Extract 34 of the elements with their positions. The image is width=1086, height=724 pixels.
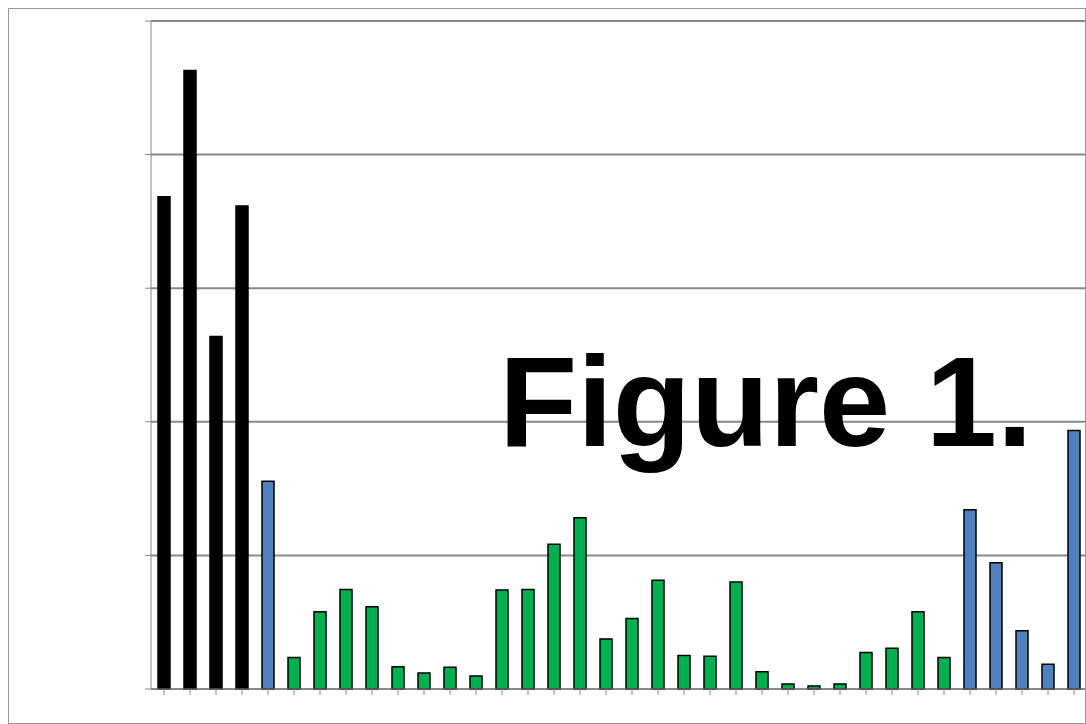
bar [911, 610, 925, 690]
bar [495, 589, 509, 690]
bar [339, 588, 353, 690]
bar [729, 581, 743, 690]
bar [209, 335, 223, 690]
bar [963, 508, 977, 690]
bar [1041, 663, 1055, 690]
bar [651, 579, 665, 690]
bar [703, 655, 717, 690]
bar [313, 610, 327, 690]
bar [573, 516, 587, 690]
bar [521, 588, 535, 690]
bar [599, 638, 613, 690]
bar [235, 205, 249, 690]
bar [859, 651, 873, 690]
bar [365, 605, 379, 690]
bar [391, 665, 405, 690]
bar [261, 480, 275, 690]
bar [547, 543, 561, 690]
text: Figure 1. [499, 329, 1033, 475]
bar [443, 666, 457, 690]
bar [937, 656, 951, 690]
bar [417, 672, 431, 690]
bar [625, 617, 639, 690]
bar [755, 670, 769, 690]
bar [183, 69, 197, 690]
bar [1067, 429, 1081, 690]
bar [1015, 630, 1029, 690]
bar [157, 195, 171, 690]
bar [989, 562, 1003, 690]
bar [469, 675, 483, 690]
bar [885, 647, 899, 690]
bar [677, 654, 691, 690]
bar [287, 656, 301, 690]
